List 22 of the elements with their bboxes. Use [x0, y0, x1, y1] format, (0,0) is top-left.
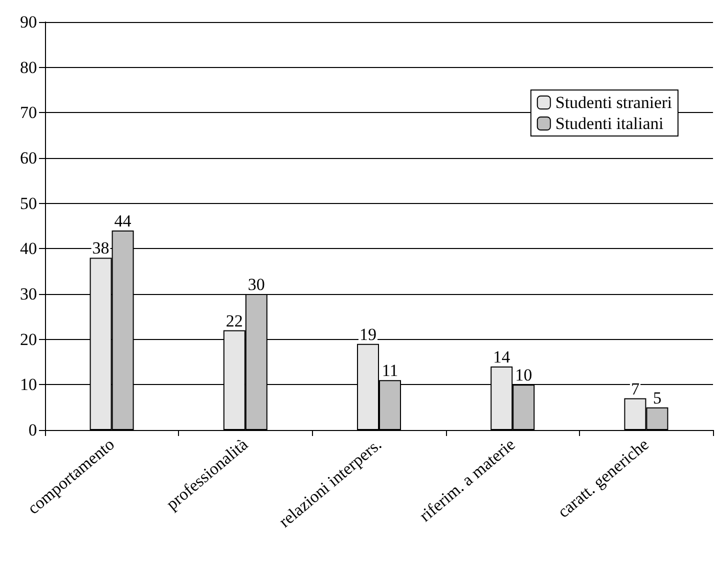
data-label: 14 [493, 348, 511, 367]
legend-label: Studenti stranieri [555, 93, 672, 112]
y-tick-label: 30 [20, 284, 37, 304]
data-label: 19 [360, 324, 376, 344]
legend-label: Studenti italiani [555, 114, 664, 133]
data-label: 5 [652, 388, 662, 408]
data-label: 10 [515, 366, 532, 385]
y-tick-label: 0 [28, 420, 37, 440]
data-label: 30 [248, 275, 265, 294]
y-tick-label: 60 [20, 148, 37, 168]
data-label: 22 [226, 311, 243, 330]
y-tick-label: 10 [20, 375, 37, 394]
y-tick-label: 50 [20, 194, 37, 213]
data-label: 11 [382, 361, 398, 380]
data-label: 38 [92, 238, 110, 258]
data-label: 7 [630, 379, 640, 398]
y-tick-label: 40 [20, 239, 37, 258]
y-tick-label: 80 [20, 58, 37, 77]
y-tick-label: 70 [20, 103, 37, 122]
data-label: 44 [114, 212, 132, 231]
y-tick-label: 20 [20, 330, 37, 349]
y-tick-label: 90 [20, 12, 37, 32]
